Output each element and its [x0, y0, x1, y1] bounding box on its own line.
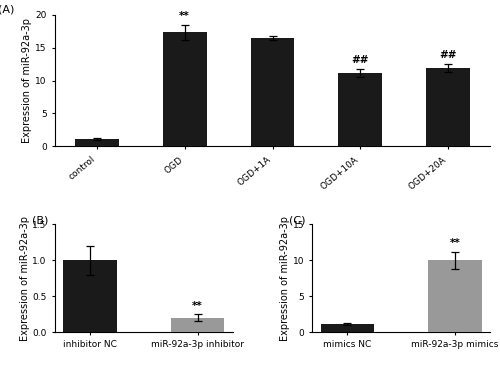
Text: ##: ##: [352, 55, 369, 65]
Bar: [338, 73, 382, 146]
Bar: [162, 32, 206, 146]
Text: (B): (B): [32, 216, 48, 226]
Text: **: **: [192, 301, 203, 311]
Y-axis label: Expression of miR-92a-3p: Expression of miR-92a-3p: [280, 216, 290, 341]
Bar: [426, 68, 470, 146]
Bar: [320, 324, 374, 332]
Text: ##: ##: [440, 50, 457, 60]
Text: **: **: [450, 238, 460, 249]
Y-axis label: Expression of miR-92a-3p: Expression of miR-92a-3p: [20, 216, 30, 341]
Y-axis label: Expression of miR-92a-3p: Expression of miR-92a-3p: [22, 18, 32, 143]
Bar: [428, 260, 482, 332]
Text: **: **: [179, 11, 190, 21]
Bar: [63, 260, 117, 332]
Bar: [75, 139, 118, 146]
Bar: [170, 318, 224, 332]
Text: (A): (A): [0, 4, 15, 14]
Bar: [250, 38, 294, 146]
Text: (C): (C): [290, 216, 306, 226]
